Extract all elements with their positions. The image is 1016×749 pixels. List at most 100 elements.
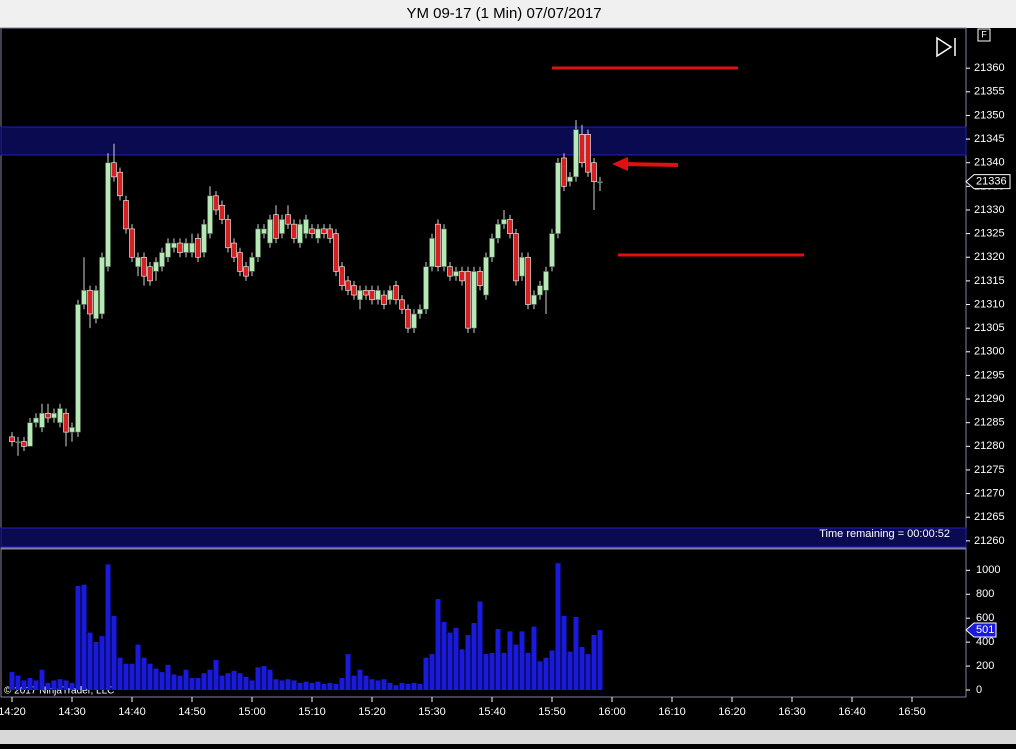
candle-body xyxy=(111,162,117,178)
volume-bar xyxy=(129,663,135,690)
volume-tick-label: 800 xyxy=(976,588,994,600)
candle-body xyxy=(207,195,213,234)
candle-body xyxy=(519,256,525,277)
candle-body xyxy=(99,256,105,315)
y-tick-label: 21345 xyxy=(974,133,1005,145)
volume-bar xyxy=(483,654,489,690)
flag-label[interactable]: F xyxy=(981,29,987,39)
time-remaining: Time remaining = 00:00:52 xyxy=(819,528,950,540)
candle-body xyxy=(333,233,339,272)
candle-body xyxy=(489,238,495,258)
volume-bar xyxy=(597,630,603,690)
candle-body xyxy=(75,304,81,433)
candle-body xyxy=(393,285,399,301)
volume-bar xyxy=(237,673,243,690)
candle-body xyxy=(477,271,483,286)
candle-body xyxy=(189,242,195,253)
volume-bar xyxy=(573,617,579,690)
candle-body xyxy=(303,219,309,234)
volume-bar xyxy=(201,673,207,690)
candle-body xyxy=(441,228,447,268)
candle-body xyxy=(351,285,357,296)
volume-bar xyxy=(519,631,525,690)
volume-bar xyxy=(351,675,357,690)
volume-bar xyxy=(555,563,561,690)
volume-bar xyxy=(411,682,417,690)
volume-bar xyxy=(447,632,453,690)
scroll-end-button[interactable] xyxy=(936,36,956,58)
volume-bar xyxy=(51,680,57,690)
candle-body xyxy=(309,228,315,234)
candle-body xyxy=(591,162,597,182)
x-tick-label: 16:30 xyxy=(778,706,806,718)
candle-body xyxy=(243,266,249,277)
volume-bar xyxy=(405,684,411,690)
flag-box[interactable] xyxy=(977,28,991,42)
candle-body xyxy=(183,242,189,253)
candle-body xyxy=(447,266,453,277)
x-tick-label: 15:50 xyxy=(538,706,566,718)
candle-body xyxy=(369,290,375,301)
volume-bar xyxy=(399,682,405,690)
y-tick-label: 21285 xyxy=(974,417,1005,429)
candle-body xyxy=(411,313,417,329)
price-tag-label: 21336 xyxy=(976,176,1007,188)
candle-body xyxy=(249,256,255,272)
volume-tick-label: 600 xyxy=(976,612,994,624)
candle-body xyxy=(399,299,405,310)
x-tick-label: 16:50 xyxy=(898,706,926,718)
volume-bar xyxy=(435,599,441,690)
candle-body xyxy=(57,408,63,423)
candle-body xyxy=(231,242,237,258)
volume-bar xyxy=(471,622,477,690)
volume-bar xyxy=(543,657,549,690)
candle-body xyxy=(21,441,27,447)
volume-bar xyxy=(321,684,327,690)
candle-body xyxy=(435,223,441,268)
candle-body xyxy=(165,242,171,258)
volume-bar xyxy=(507,631,513,690)
candle-body xyxy=(417,308,423,315)
candle-body xyxy=(291,223,297,239)
volume-bar xyxy=(123,663,129,690)
volume-bar xyxy=(291,680,297,690)
candle-body xyxy=(225,219,231,249)
volume-bar xyxy=(117,657,123,690)
candle-body xyxy=(327,228,333,239)
candle-body xyxy=(543,271,549,291)
copyright: © 2017 NinjaTrader, LLC xyxy=(4,686,114,697)
volume-bar xyxy=(393,685,399,690)
volume-bar xyxy=(57,679,63,690)
title-bar xyxy=(0,0,1016,28)
candle-body xyxy=(45,412,51,419)
candle-body xyxy=(471,271,477,329)
volume-bar xyxy=(495,628,501,690)
candle-body xyxy=(453,271,459,277)
volume-bar xyxy=(261,666,267,690)
scroll-icon[interactable] xyxy=(936,36,953,58)
volume-bar xyxy=(153,668,159,690)
volume-bar xyxy=(99,636,105,690)
volume-bar xyxy=(513,644,519,690)
volume-bar xyxy=(33,680,39,690)
volume-bar xyxy=(585,654,591,690)
candle-body xyxy=(495,223,501,239)
candle-body xyxy=(159,252,165,268)
volume-bar xyxy=(369,679,375,690)
x-tick-label: 16:10 xyxy=(658,706,686,718)
volume-bar xyxy=(417,684,423,690)
candle-body xyxy=(135,256,141,268)
volume-bar xyxy=(423,657,429,690)
x-tick-label: 16:20 xyxy=(718,706,746,718)
volume-bar xyxy=(549,650,555,690)
volume-bar xyxy=(63,680,69,690)
volume-bar xyxy=(363,675,369,690)
candle-body xyxy=(381,294,387,305)
volume-bar xyxy=(147,663,153,690)
volume-bar xyxy=(459,649,465,690)
candle-body xyxy=(405,308,411,329)
candle-body xyxy=(585,134,591,173)
candle-body xyxy=(87,290,93,315)
